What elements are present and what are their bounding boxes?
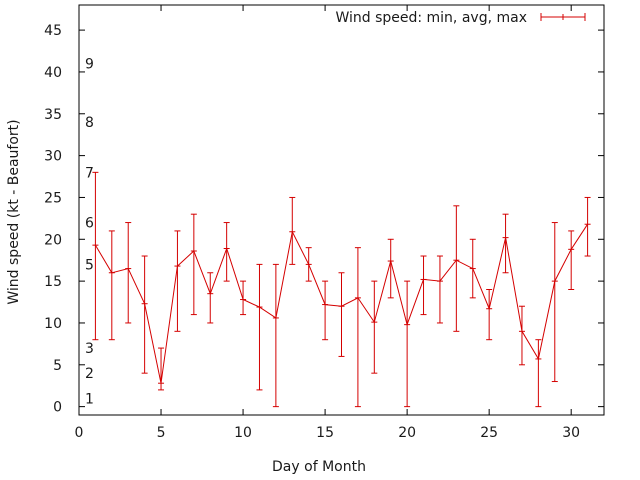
y-tick-label: 20	[44, 232, 62, 248]
beaufort-scale-labels: 1 2 3 5 6 7 8 9	[85, 57, 94, 408]
beaufort-label: 6	[85, 216, 94, 232]
y-tick-label: 40	[44, 65, 62, 81]
beaufort-label: 7	[85, 165, 94, 181]
legend: Wind speed: min, avg, max	[335, 10, 586, 26]
beaufort-label: 2	[85, 366, 94, 382]
beaufort-label: 8	[85, 115, 94, 131]
y-tick-label: 35	[44, 107, 62, 123]
x-tick-label: 20	[398, 425, 416, 441]
x-tick-label: 5	[157, 425, 166, 441]
plot-frame	[78, 4, 605, 416]
beaufort-label: 5	[85, 257, 94, 273]
x-tick-label: 15	[316, 425, 334, 441]
legend-label: Wind speed: min, avg, max	[335, 10, 527, 26]
y-tick-label: 10	[44, 316, 62, 332]
x-tick-label: 10	[234, 425, 252, 441]
x-axis-ticks: 0 5 10 15 20 25 30	[75, 5, 580, 441]
y-tick-label: 25	[44, 190, 62, 206]
series-line-avg	[94, 223, 589, 384]
y-axis-label: Wind speed (kt - Beaufort)	[6, 119, 22, 304]
x-tick-label: 25	[480, 425, 498, 441]
x-axis-label: Day of Month	[272, 459, 366, 475]
beaufort-label: 9	[85, 57, 94, 73]
y-tick-label: 45	[44, 23, 62, 39]
y-tick-label: 0	[53, 400, 62, 416]
x-tick-label: 0	[75, 425, 84, 441]
y-tick-label: 30	[44, 149, 62, 165]
y-tick-label: 15	[44, 274, 62, 290]
beaufort-label: 3	[85, 341, 94, 357]
beaufort-label: 1	[85, 391, 94, 407]
x-tick-label: 30	[562, 425, 580, 441]
y-tick-label: 5	[53, 358, 62, 374]
